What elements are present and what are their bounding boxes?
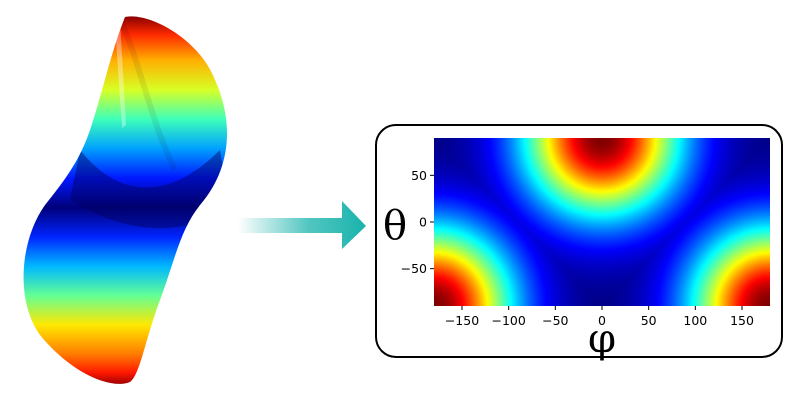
axis-ticks: −150 −100 −50 0 50 100 150 50 0 −50 bbox=[401, 168, 754, 328]
x-tick-label: 50 bbox=[641, 313, 657, 328]
heatmap-plot bbox=[434, 138, 770, 306]
y-tick-label: 0 bbox=[419, 215, 427, 230]
x-tick-label: −100 bbox=[491, 313, 525, 328]
surface-shape bbox=[23, 16, 227, 384]
x-tick-label: −50 bbox=[542, 313, 568, 328]
y-tick-label: 50 bbox=[411, 168, 427, 183]
y-tick-label: −50 bbox=[401, 261, 427, 276]
y-axis-symbol: θ bbox=[383, 203, 407, 249]
x-tick-label: −150 bbox=[445, 313, 479, 328]
heatmap-image bbox=[434, 138, 770, 306]
x-tick-label: 150 bbox=[730, 313, 754, 328]
x-tick-label: 0 bbox=[598, 313, 606, 328]
x-tick-label: 100 bbox=[683, 313, 707, 328]
x-axis-symbol: φ bbox=[588, 316, 616, 362]
transform-arrow bbox=[238, 201, 366, 249]
